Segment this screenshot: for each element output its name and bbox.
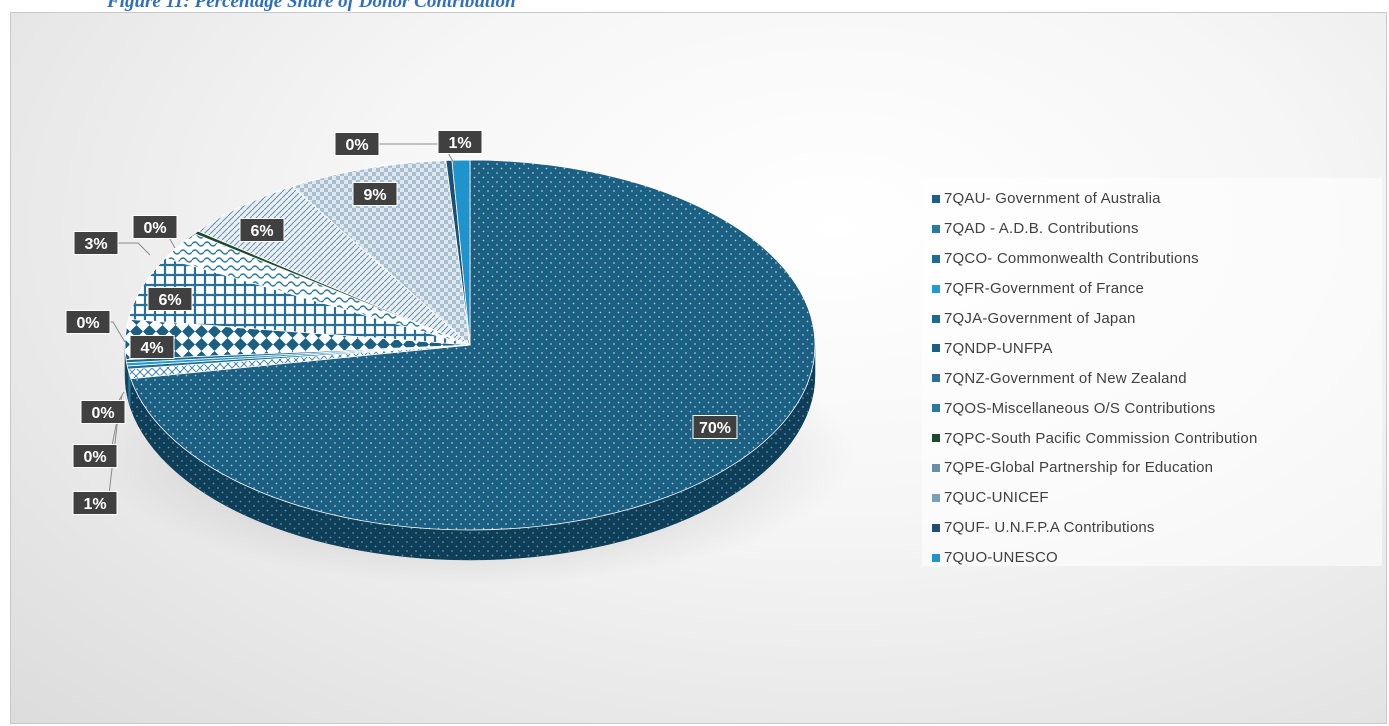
data-label-7qndp: 4%: [140, 340, 163, 357]
legend-item: 7QJA-Government of Japan: [932, 304, 1382, 334]
legend-label: 7QUO-UNESCO: [944, 549, 1058, 567]
legend-item: 7QAD - A.D.B. Contributions: [932, 214, 1382, 244]
legend-item: 7QAU- Government of Australia: [932, 184, 1382, 214]
legend-label: 7QCO- Commonwealth Contributions: [944, 250, 1199, 268]
legend-label: 7QUC-UNICEF: [944, 489, 1049, 507]
legend-label: 7QPC-South Pacific Commission Contributi…: [944, 429, 1258, 447]
chart-legend: 7QAU- Government of Australia 7QAD - A.D.…: [922, 178, 1382, 566]
legend-label: 7QJA-Government of Japan: [944, 310, 1136, 327]
data-label-7qau: 70%: [699, 420, 731, 437]
data-label-box-7qpe: [239, 218, 285, 242]
legend-item: 7QOS-Miscellaneous O/S Contributions: [932, 393, 1382, 423]
figure-caption: Figure 11: Percentage Share of Donor Con…: [107, 0, 516, 12]
legend-item: 7QPC-South Pacific Commission Contributi…: [932, 423, 1382, 453]
legend-label: 7QNZ-Government of New Zealand: [944, 369, 1187, 387]
pie-slice-7qau: [130, 159, 816, 531]
legend-label: 7QOS-Miscellaneous O/S Contributions: [944, 399, 1216, 417]
legend-swatch: [932, 374, 940, 383]
legend-swatch: [932, 434, 940, 443]
legend-swatch: [932, 254, 940, 263]
legend-swatch: [932, 523, 940, 532]
data-label-box-7qpc: [132, 215, 178, 239]
pie-label-group: 70% 1% 0% 0% 0% 4% 6% 3% 0% 6% 9% 0% 1%: [65, 130, 738, 515]
legend-item: 7QFR-Government of France: [932, 274, 1382, 304]
data-label-box-7quc: [352, 182, 398, 206]
legend-swatch: [932, 553, 940, 562]
data-label-box-7qnz: [147, 287, 193, 311]
data-label-box-7qja: [65, 310, 111, 334]
legend-item: 7QUO-UNESCO: [932, 543, 1382, 573]
data-label-7qja: 0%: [76, 315, 99, 332]
legend-label: 7QUF- U.N.F.P.A Contributions: [944, 519, 1155, 537]
data-label-7quf: 0%: [345, 137, 368, 154]
legend-swatch: [932, 344, 940, 353]
legend-swatch: [932, 493, 940, 502]
data-label-7qos: 3%: [84, 236, 107, 253]
legend-label: 7QAU- Government of Australia: [944, 190, 1161, 208]
legend-item: 7QUC-UNICEF: [932, 483, 1382, 513]
pie-top-group: [124, 159, 816, 531]
legend-item: 7QNDP-UNFPA: [932, 333, 1382, 363]
legend-item: 7QPE-Global Partnership for Education: [932, 453, 1382, 483]
leader-line-7qos: [118, 242, 151, 256]
data-label-box-7qau: [692, 415, 738, 439]
legend-swatch: [932, 194, 940, 203]
data-label-box-7qco: [72, 444, 118, 468]
data-label-7qpe: 6%: [250, 223, 273, 240]
legend-swatch: [932, 224, 940, 233]
data-label-7qfr: 0%: [91, 405, 114, 422]
legend-swatch: [932, 463, 940, 472]
data-label-7qco: 0%: [83, 449, 106, 466]
data-label-box-7qndp: [129, 335, 175, 359]
data-label-7qnz: 6%: [158, 292, 181, 309]
data-label-7qpc: 0%: [143, 220, 166, 237]
legend-swatch: [932, 284, 940, 293]
legend-label: 7QPE-Global Partnership for Education: [944, 459, 1214, 477]
legend-swatch: [932, 404, 940, 413]
data-label-7quc: 9%: [363, 187, 386, 204]
data-label-7quo: 1%: [448, 135, 471, 152]
legend-label: 7QNDP-UNFPA: [944, 339, 1053, 357]
legend-swatch: [932, 314, 940, 323]
data-label-box-7quo: [437, 130, 483, 154]
leader-line-7qja: [110, 321, 126, 343]
legend-item: 7QCO- Commonwealth Contributions: [932, 244, 1382, 274]
data-label-box-7qfr: [80, 400, 126, 424]
legend-item: 7QNZ-Government of New Zealand: [932, 363, 1382, 393]
pie-slice-7quc: [291, 160, 471, 347]
legend-label: 7QAD - A.D.B. Contributions: [944, 220, 1139, 238]
legend-item: 7QUF- U.N.F.P.A Contributions: [932, 513, 1382, 543]
data-label-box-7quf: [334, 132, 380, 156]
data-label-box-7qad: [72, 491, 118, 515]
legend-label: 7QFR-Government of France: [944, 280, 1145, 298]
data-label-7qad: 1%: [83, 496, 106, 513]
data-label-box-7qos: [73, 231, 119, 255]
